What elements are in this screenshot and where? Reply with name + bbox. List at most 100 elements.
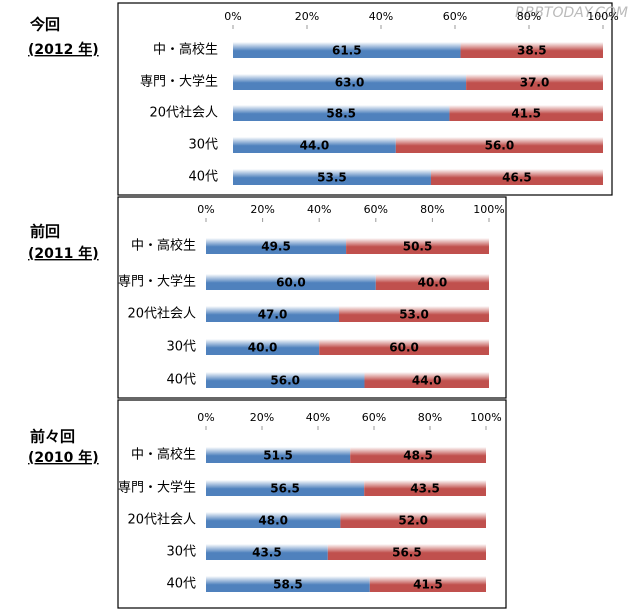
bar-segment	[466, 74, 603, 90]
value-label: 47.0	[258, 308, 288, 322]
bar-segment	[340, 512, 486, 528]
bar-segment	[206, 339, 320, 355]
value-label: 41.5	[511, 107, 541, 121]
value-label: 58.5	[273, 578, 303, 592]
bar-segment	[206, 512, 341, 528]
chart-subtitle: (2012 年)	[28, 41, 99, 58]
value-label: 38.5	[517, 44, 547, 58]
value-label: 44.0	[300, 139, 330, 153]
chart-subtitle: (2011 年)	[28, 245, 99, 262]
bar-segment	[233, 169, 431, 185]
value-label: 53.0	[399, 308, 429, 322]
value-label: 53.5	[317, 171, 347, 185]
value-label: 56.5	[392, 546, 422, 560]
bar-segment	[364, 480, 486, 496]
panel-frame	[117, 2, 613, 196]
x-tick-label: 20%	[250, 203, 274, 216]
value-label: 44.0	[412, 374, 442, 388]
value-label: 48.0	[258, 514, 288, 528]
x-tick-label: 0%	[197, 203, 214, 216]
x-tick-label: 100%	[473, 203, 504, 216]
x-tick-label: 100%	[470, 411, 501, 424]
value-label: 49.5	[261, 240, 291, 254]
bar-segment	[364, 372, 489, 388]
bar-segment	[206, 274, 376, 290]
value-label: 60.0	[389, 341, 419, 355]
value-label: 41.5	[413, 578, 443, 592]
bar-segment	[449, 105, 603, 121]
value-label: 51.5	[263, 449, 293, 463]
category-label: 40代	[166, 373, 196, 388]
category-label: 30代	[166, 545, 196, 560]
bar-segment	[206, 576, 370, 592]
bar-segment	[350, 447, 486, 463]
x-tick-label: 20%	[250, 411, 274, 424]
value-label: 56.0	[270, 374, 300, 388]
x-tick-label: 60%	[364, 203, 388, 216]
category-label: 中・高校生	[131, 238, 196, 254]
bar-segment	[206, 480, 365, 496]
chart-subtitle: (2010 年)	[28, 449, 99, 466]
bar-segment	[375, 274, 489, 290]
category-label: 中・高校生	[131, 447, 196, 463]
value-label: 56.0	[485, 139, 515, 153]
bar-segment	[395, 137, 603, 153]
category-label: 40代	[166, 577, 196, 592]
category-label: 20代社会人	[127, 512, 196, 528]
value-label: 40.0	[418, 276, 448, 290]
value-label: 50.5	[403, 240, 433, 254]
x-tick-label: 100%	[587, 10, 618, 23]
value-label: 37.0	[520, 76, 550, 90]
value-label: 43.5	[252, 546, 282, 560]
value-label: 48.5	[403, 449, 433, 463]
bar-segment	[233, 137, 396, 153]
value-label: 61.5	[332, 44, 362, 58]
category-label: 専門・大学生	[140, 74, 218, 90]
bar-segment	[206, 238, 347, 254]
value-label: 46.5	[502, 171, 532, 185]
category-label: 20代社会人	[149, 105, 218, 121]
bar-segment	[206, 306, 340, 322]
x-tick-label: 60%	[362, 411, 386, 424]
x-tick-label: 80%	[420, 203, 444, 216]
x-tick-label: 0%	[197, 411, 214, 424]
value-label: 56.5	[270, 482, 300, 496]
x-tick-label: 80%	[517, 10, 541, 23]
x-tick-label: 0%	[224, 10, 241, 23]
panel-frame	[117, 196, 507, 399]
bar-segment	[233, 105, 450, 121]
value-label: 60.0	[276, 276, 306, 290]
bar-segment	[327, 544, 486, 560]
category-label: 中・高校生	[153, 42, 218, 58]
bar-segment	[346, 238, 489, 254]
bar-segment	[430, 169, 603, 185]
bar-segment	[206, 544, 328, 560]
value-label: 43.5	[410, 482, 440, 496]
x-tick-label: 40%	[307, 203, 331, 216]
chart-title: 前々回	[30, 428, 75, 446]
category-label: 40代	[188, 170, 218, 185]
bar-segment	[339, 306, 489, 322]
value-label: 58.5	[326, 107, 356, 121]
x-tick-label: 80%	[418, 411, 442, 424]
bar-segment	[206, 372, 365, 388]
bar-segment	[369, 576, 486, 592]
category-label: 専門・大学生	[118, 480, 196, 496]
bar-segment	[460, 42, 603, 58]
category-label: 20代社会人	[127, 306, 196, 322]
value-label: 40.0	[248, 341, 278, 355]
chart-title: 前回	[30, 223, 60, 241]
x-tick-label: 60%	[443, 10, 467, 23]
x-tick-label: 40%	[369, 10, 393, 23]
watermark: RBBTODAY.COM	[515, 5, 628, 21]
x-tick-label: 40%	[306, 411, 330, 424]
category-label: 専門・大学生	[118, 274, 196, 290]
value-label: 52.0	[398, 514, 428, 528]
bar-segment	[319, 339, 489, 355]
category-label: 30代	[166, 340, 196, 355]
x-tick-label: 20%	[295, 10, 319, 23]
bar-segment	[206, 447, 351, 463]
panel-frame	[117, 399, 507, 609]
category-label: 30代	[188, 138, 218, 153]
